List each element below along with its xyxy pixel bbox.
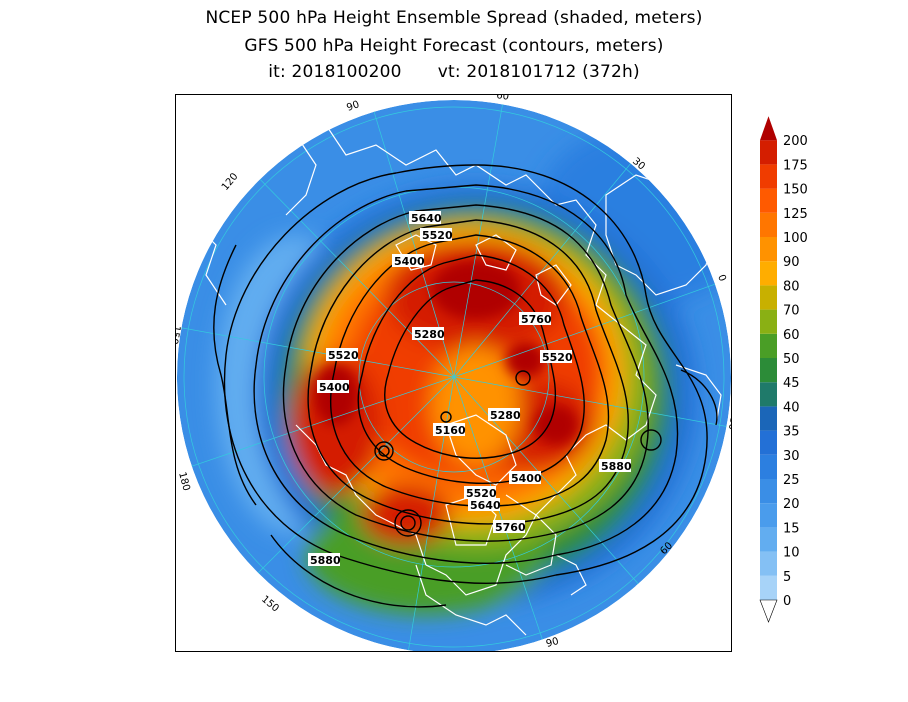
contour-5640 xyxy=(282,204,649,542)
svg-text:5640: 5640 xyxy=(470,499,501,512)
svg-text:5760: 5760 xyxy=(521,313,552,326)
title-line-3: it: 2018100200 vt: 2018101712 (372h) xyxy=(0,62,908,82)
colorbar-swatch-25 xyxy=(760,454,777,479)
contour-label-5400-a: 5400 xyxy=(392,254,425,268)
colorbar-swatch-60 xyxy=(760,309,777,334)
colorbar-label-80: 80 xyxy=(783,279,800,294)
lon-label-150e: 150 xyxy=(176,324,182,345)
contour-labels: 5640 5520 5400 5760 5280 5520 5520 5400 … xyxy=(308,211,632,567)
contour-label-5760-b: 5760 xyxy=(493,520,526,534)
colorbar-swatch-80 xyxy=(760,261,777,286)
colorbar-label-60: 60 xyxy=(783,328,800,343)
svg-text:5280: 5280 xyxy=(414,328,445,341)
colorbar-label-45: 45 xyxy=(783,376,800,391)
colorbar-label-70: 70 xyxy=(783,304,800,319)
contour-label-5400-c: 5400 xyxy=(509,471,542,485)
colorbar-swatch-45 xyxy=(760,358,777,383)
contour-label-5160: 5160 xyxy=(433,423,466,437)
colorbar-swatch-100 xyxy=(760,212,777,237)
colorbar-lower-cap xyxy=(759,599,778,623)
svg-text:5520: 5520 xyxy=(466,487,497,500)
colorbar-swatches xyxy=(759,116,778,623)
colorbar-label-10: 10 xyxy=(783,546,800,561)
colorbar: 0 5 10 15 20 25 30 35 40 45 50 60 70 80 90 100 125 150 175… xyxy=(759,116,808,623)
contour-label-5640-b: 5640 xyxy=(468,498,501,512)
svg-text:5520: 5520 xyxy=(328,349,359,362)
colorbar-label-25: 25 xyxy=(783,473,800,488)
colorbar-swatch-50 xyxy=(760,333,777,358)
polar-map: 5640 5520 5400 5760 5280 5520 5520 5400 … xyxy=(176,95,732,651)
contour-5280 xyxy=(357,254,585,485)
colorbar-swatch-0 xyxy=(760,575,777,600)
colorbar-label-50: 50 xyxy=(783,352,800,367)
lon-label-90w: 90 xyxy=(545,636,560,650)
svg-text:5880: 5880 xyxy=(310,554,341,567)
lon-label-30w: 30 xyxy=(726,416,732,430)
contour-label-5520-c: 5520 xyxy=(540,350,573,364)
svg-text:5160: 5160 xyxy=(435,424,466,437)
colorbar-swatch-15 xyxy=(760,503,777,528)
contour-label-5520-d: 5520 xyxy=(464,486,497,500)
lon-label-90e: 90 xyxy=(345,99,361,114)
contour-label-5400-b: 5400 xyxy=(317,380,350,394)
colorbar-label-125: 125 xyxy=(783,207,808,222)
colorbar-swatch-125 xyxy=(760,188,777,213)
init-time: it: 2018100200 xyxy=(268,62,402,82)
colorbar-label-5: 5 xyxy=(783,570,791,585)
svg-text:5400: 5400 xyxy=(319,381,350,394)
title-line-1: NCEP 500 hPa Height Ensemble Spread (sha… xyxy=(205,8,703,28)
svg-text:5640: 5640 xyxy=(411,212,442,225)
svg-text:5760: 5760 xyxy=(495,521,526,534)
lon-label-0: 0 xyxy=(715,273,728,283)
colorbar-label-150: 150 xyxy=(783,183,808,198)
colorbar-label-200: 200 xyxy=(783,134,808,149)
svg-text:5400: 5400 xyxy=(394,255,425,268)
colorbar-swatch-20 xyxy=(760,479,777,504)
svg-text:5880: 5880 xyxy=(601,460,632,473)
colorbar-swatch-30 xyxy=(760,430,777,455)
contour-label-5880-b: 5880 xyxy=(308,553,341,567)
lon-label-120e: 120 xyxy=(220,171,241,193)
lon-label-60e: 60 xyxy=(496,95,510,103)
colorbar-swatch-200 xyxy=(760,116,777,141)
colorbar-swatch-10 xyxy=(760,527,777,552)
contour-label-5280-b: 5280 xyxy=(488,408,521,422)
contour-5880 xyxy=(223,164,708,584)
colorbar-swatch-90 xyxy=(760,237,777,262)
contour-5160 xyxy=(384,279,557,459)
contour-label-5760-a: 5760 xyxy=(519,312,552,326)
colorbar-label-175: 175 xyxy=(783,158,808,173)
lon-label-180: 180 xyxy=(176,471,192,492)
colorbar-swatch-35 xyxy=(760,406,777,431)
colorbar-swatch-5 xyxy=(760,551,777,576)
contour-label-5280-a: 5280 xyxy=(412,327,445,341)
svg-text:5400: 5400 xyxy=(511,472,542,485)
svg-text:5280: 5280 xyxy=(490,409,521,422)
contour-5760 xyxy=(253,184,679,564)
colorbar-labels: 0 5 10 15 20 25 30 35 40 45 50 60 70 80 90 100 125 150 175… xyxy=(783,134,808,609)
colorbar-label-35: 35 xyxy=(783,425,800,440)
contour-label-5520-a: 5520 xyxy=(420,228,453,242)
colorbar-label-0: 0 xyxy=(783,594,791,609)
lon-label-150w: 150 xyxy=(259,594,281,615)
svg-text:5520: 5520 xyxy=(542,351,573,364)
colorbar-label-100: 100 xyxy=(783,231,808,246)
map-frame: 5640 5520 5400 5760 5280 5520 5520 5400 … xyxy=(175,94,732,652)
colorbar-swatch-150 xyxy=(760,164,777,189)
contour-label-5640-a: 5640 xyxy=(409,211,442,225)
colorbar-label-15: 15 xyxy=(783,521,800,536)
title-line-2: GFS 500 hPa Height Forecast (contours, m… xyxy=(244,36,664,56)
contour-label-5520-b: 5520 xyxy=(326,348,359,362)
colorbar-swatch-40 xyxy=(760,382,777,407)
colorbar-swatch-70 xyxy=(760,285,777,310)
colorbar-label-30: 30 xyxy=(783,449,800,464)
colorbar-label-20: 20 xyxy=(783,497,800,512)
colorbar-label-90: 90 xyxy=(783,255,800,270)
valid-time: vt: 2018101712 (372h) xyxy=(437,62,640,82)
contour-label-5880-a: 5880 xyxy=(599,459,632,473)
colorbar-swatch-175 xyxy=(760,140,777,165)
svg-text:5520: 5520 xyxy=(422,229,453,242)
colorbar-label-40: 40 xyxy=(783,400,800,415)
